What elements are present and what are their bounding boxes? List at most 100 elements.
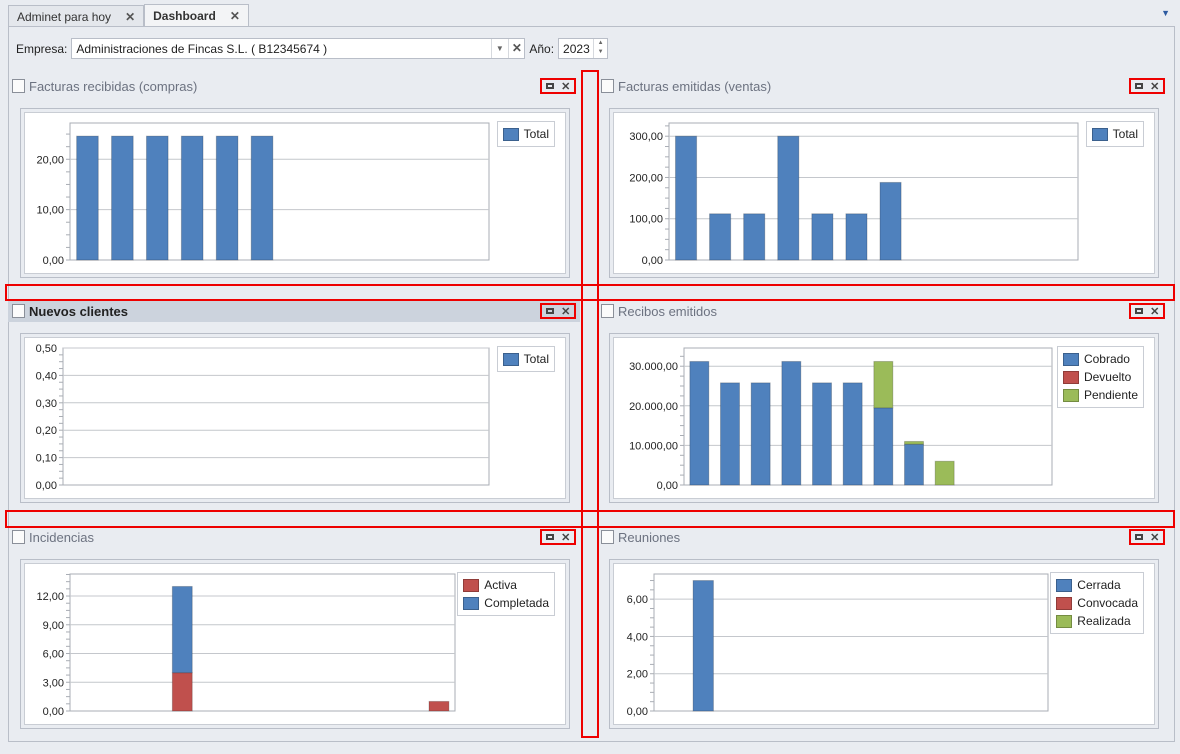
maximize-icon[interactable] [1134,83,1143,89]
bar-cobrado [873,407,894,486]
bar-cobrado [750,382,771,486]
bar-total [180,135,204,261]
tab-menu-chevron-down-icon[interactable]: ▼ [1161,8,1170,18]
panel-title: Recibos emitidos [618,303,717,319]
bar-pendiente [934,460,955,486]
bar-chart: 0,00 100,00 200,00 300,00 [629,122,1079,267]
close-icon[interactable]: ✕ [229,9,240,23]
panel-header[interactable]: Facturas emitidas (ventas) ✕ [597,75,1169,97]
y-tick-label: 200,00 [629,172,663,184]
document-tabs: Adminet para hoy ✕ Dashboard ✕ [8,4,249,27]
legend-label: Total [523,127,549,141]
bar-total [76,135,99,261]
clear-icon[interactable]: ✕ [508,39,524,58]
chart-area: 0,00 10.000,00 20.000,00 30.000,00 Cobrado De… [613,337,1155,499]
anio-label: Año: [529,41,555,56]
maximize-icon[interactable] [1134,534,1143,540]
y-tick-label: 300,00 [629,131,663,143]
y-tick-label: 0,00 [657,480,678,492]
y-tick-label: 0,00 [36,480,57,492]
bar-pendiente [903,440,925,445]
bar-chart: 0,00 3,00 6,00 9,00 12,00 [36,573,456,718]
meeting-icon [601,530,614,544]
panel-buttons: ✕ [1129,303,1165,319]
maximize-icon[interactable] [545,83,554,89]
legend-label: Total [1112,127,1138,141]
close-icon[interactable]: ✕ [1150,80,1160,93]
panel-header[interactable]: Recibos emitidos ✕ [597,300,1169,322]
panel-title: Facturas emitidas (ventas) [618,78,772,94]
bar-completada [171,585,193,674]
legend-item: Total [1091,125,1138,143]
chevron-down-icon[interactable]: ▼ [491,39,507,58]
bar-activa [171,672,193,712]
dashboard-panel: Facturas recibidas (compras) ✕ 0,00 10,00… [8,75,580,303]
close-icon[interactable]: ✕ [1150,531,1160,544]
chart-legend: Cerrada Convocada Realizada [1050,572,1144,634]
plot-area [62,347,490,486]
bar-cobrado [903,443,925,486]
maximize-icon[interactable] [545,534,554,540]
legend-item: Cobrado [1062,350,1138,368]
bar-total [674,135,698,261]
y-tick-label: 10.000,00 [629,440,678,452]
panel-buttons: ✕ [540,78,576,94]
legend-item: Activa [463,576,549,594]
chart-area: 0,00 3,00 6,00 9,00 12,00 Activa Completada [24,563,566,725]
y-tick-label: 0,50 [36,343,57,355]
legend-swatch [1062,388,1079,402]
close-icon[interactable]: ✕ [1150,305,1160,318]
legend-item: Devuelto [1062,368,1138,386]
legend-label: Cerrada [1077,578,1121,592]
chart-area: 0,00 0,10 0,20 0,30 0,40 0,50 Total [24,337,566,499]
tab-dashboard[interactable]: Dashboard ✕ [144,4,249,27]
filter-toolbar: Empresa: Administraciones de Fincas S.L.… [16,38,609,59]
dashboard-panel: Facturas emitidas (ventas) ✕ 0,00 100,00 2… [597,75,1169,303]
panel-header[interactable]: Facturas recibidas (compras) ✕ [8,75,580,97]
maximize-icon[interactable] [1134,308,1143,314]
close-icon[interactable]: ✕ [561,305,571,318]
plot-area [69,573,456,712]
tab-adminet-para-hoy[interactable]: Adminet para hoy ✕ [8,5,145,27]
panel-header[interactable]: Reuniones ✕ [597,526,1169,548]
y-tick-label: 100,00 [629,214,663,226]
client-icon [12,304,25,318]
legend-swatch [1091,127,1108,141]
bar-cobrado [719,382,741,486]
legend-swatch [1056,596,1073,610]
legend-label: Realizada [1077,614,1131,628]
y-tick-label: 4,00 [627,631,648,643]
legend-swatch [502,127,519,141]
y-tick-label: 6,00 [627,594,648,606]
empresa-combobox[interactable]: Administraciones de Fincas S.L. ( B12345… [71,38,526,59]
legend-swatch [463,596,480,610]
y-tick-label: 20.000,00 [629,401,678,413]
anio-spinner[interactable]: 2023 ▲ ▼ [558,38,609,59]
bar-chart: 0,00 0,10 0,20 0,30 0,40 0,50 [36,343,490,492]
close-icon[interactable]: ✕ [561,80,571,93]
legend-item: Pendiente [1062,386,1138,404]
panel-header[interactable]: Incidencias ✕ [8,526,580,548]
close-icon[interactable]: ✕ [561,531,571,544]
incident-icon [12,530,25,544]
y-tick-label: 20,00 [36,154,64,166]
chart-legend: Total [496,121,555,147]
legend-swatch [1062,352,1079,366]
bar-total [111,135,134,261]
plot-area [653,573,1049,712]
bar-chart: 0,00 10.000,00 20.000,00 30.000,00 [629,347,1053,492]
legend-label: Pendiente [1083,388,1138,402]
panel-buttons: ✕ [540,303,576,319]
legend-item: Total [502,125,549,143]
close-icon[interactable]: ✕ [125,9,136,24]
chart-frame: 0,00 3,00 6,00 9,00 12,00 Activa Completada [20,559,570,729]
panel-title: Incidencias [29,529,95,545]
chart-frame: 0,00 10,00 20,00 Total [20,108,570,278]
chart-legend: Total [1085,121,1144,147]
panel-header[interactable]: Nuevos clientes ✕ [8,300,580,322]
legend-swatch [1056,578,1073,592]
legend-label: Convocada [1077,596,1138,610]
bar-total [777,135,800,261]
maximize-icon[interactable] [545,308,554,314]
spin-arrows-icon[interactable]: ▲ ▼ [593,39,607,58]
